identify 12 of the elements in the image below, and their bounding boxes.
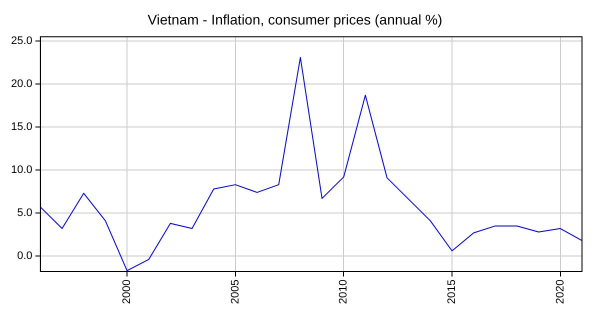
- y-tick-label: 5.0: [17, 207, 32, 220]
- y-tick-label: 10.0: [10, 164, 32, 176]
- y-tick-label: 15.0: [10, 121, 32, 134]
- x-tick-label: 2010: [338, 280, 350, 304]
- chart-title: Vietnam - Inflation, consumer prices (annual %): [148, 11, 442, 28]
- y-tick-label: 20.0: [10, 78, 32, 90]
- x-tick-label: 2005: [229, 280, 242, 304]
- x-tick-label: 2000: [121, 280, 134, 304]
- x-tick-label: 2020: [554, 280, 566, 304]
- x-tick-label: 2015: [446, 280, 458, 304]
- y-tick-label: 25.0: [10, 35, 32, 48]
- y-tick-label: 0.0: [17, 250, 32, 262]
